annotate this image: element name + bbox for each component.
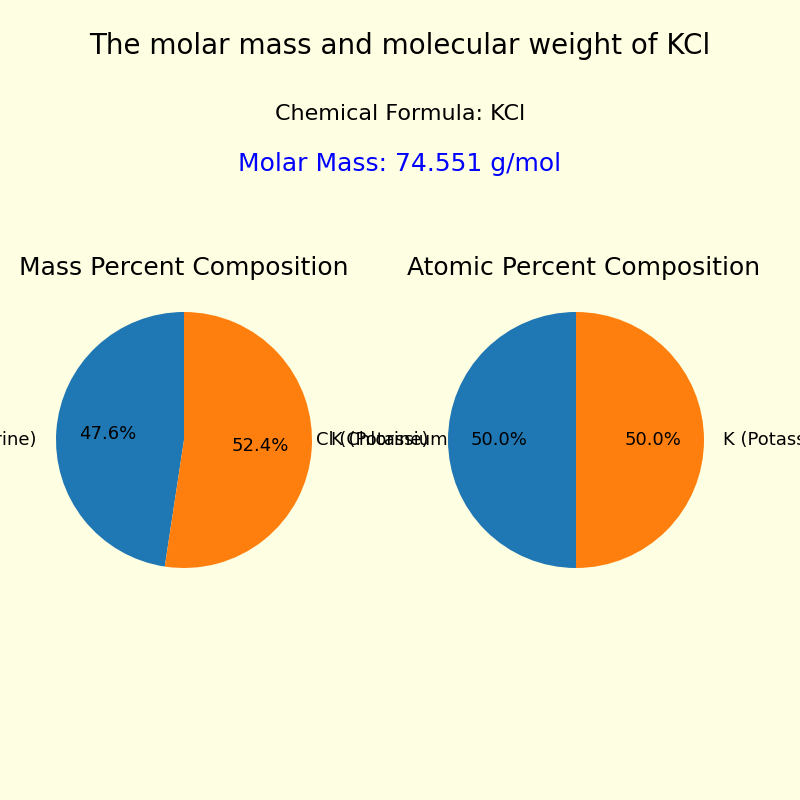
Text: Atomic Percent Composition: Atomic Percent Composition	[407, 256, 761, 280]
Text: 50.0%: 50.0%	[624, 431, 682, 449]
Text: 47.6%: 47.6%	[78, 426, 136, 443]
Text: 50.0%: 50.0%	[470, 431, 528, 449]
Text: K (Potassium): K (Potassium)	[331, 431, 455, 449]
Text: Mass Percent Composition: Mass Percent Composition	[19, 256, 349, 280]
Text: Chemical Formula: KCl: Chemical Formula: KCl	[275, 104, 525, 124]
Wedge shape	[165, 312, 312, 568]
Text: The molar mass and molecular weight of KCl: The molar mass and molecular weight of K…	[90, 32, 710, 60]
Wedge shape	[576, 312, 704, 568]
Wedge shape	[448, 312, 576, 568]
Text: 52.4%: 52.4%	[232, 437, 290, 454]
Wedge shape	[56, 312, 184, 566]
Text: Cl (Chlorine): Cl (Chlorine)	[316, 431, 429, 449]
Text: K (Potassium): K (Potassium)	[723, 431, 800, 449]
Text: Molar Mass: 74.551 g/mol: Molar Mass: 74.551 g/mol	[238, 152, 562, 176]
Text: Cl (Chlorine): Cl (Chlorine)	[0, 431, 37, 449]
